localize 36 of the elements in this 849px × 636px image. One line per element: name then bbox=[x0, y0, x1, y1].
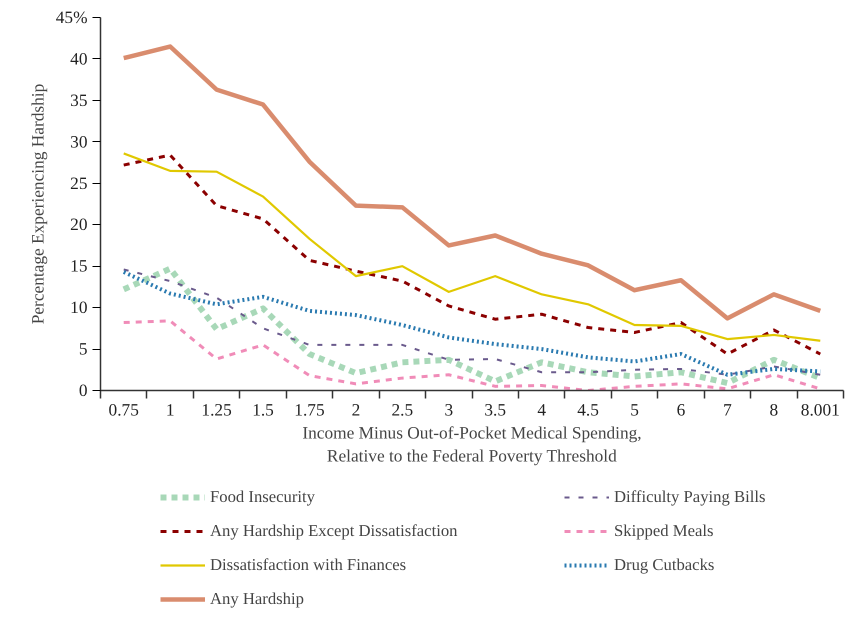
y-tick-label: 0 bbox=[78, 381, 88, 400]
x-tick-label: 8.001 bbox=[800, 400, 840, 420]
x-tick-label: 2.5 bbox=[392, 400, 414, 420]
legend-label: Difficulty Paying Bills bbox=[614, 486, 766, 508]
y-tick-label: 25 bbox=[70, 174, 88, 193]
x-tick-label: 4 bbox=[537, 400, 546, 420]
x-tick-label: 0.75 bbox=[108, 400, 139, 420]
legend-label: Any Hardship bbox=[210, 588, 305, 610]
y-tick-label: 35 bbox=[70, 90, 88, 110]
legend-label: Skipped Meals bbox=[614, 520, 714, 542]
x-tick-label: 8 bbox=[770, 400, 778, 420]
legend-label: Food Insecurity bbox=[210, 486, 316, 508]
x-axis-title: Income Minus Out-of-Pocket Medical Spending, Relative to the Federal Poverty Threshold bbox=[302, 424, 642, 466]
x-tick-label: 6 bbox=[676, 400, 686, 420]
x-tick-label: 3.5 bbox=[484, 400, 506, 420]
x-tick-label: 1 bbox=[166, 400, 174, 420]
y-tick-label: 15 bbox=[70, 256, 88, 276]
line-series bbox=[121, 44, 823, 321]
x-tick-label: 3 bbox=[444, 400, 454, 420]
y-tick-label: 10 bbox=[70, 298, 88, 318]
y-tick-label: 40 bbox=[70, 49, 88, 68]
y-tick-label: 45% bbox=[56, 8, 88, 27]
x-tick-label: 1.25 bbox=[201, 400, 232, 420]
x-tick-label: 5 bbox=[630, 400, 639, 420]
x-tick-label: 7 bbox=[723, 400, 732, 420]
y-tick-label: 5 bbox=[78, 340, 88, 359]
legend-label: Any Hardship Except Dissatisfaction bbox=[210, 520, 458, 542]
x-tick-label: 1.75 bbox=[294, 400, 325, 420]
y-axis-title: Percentage Experiencing Hardship bbox=[28, 84, 48, 324]
y-tick-label: 30 bbox=[70, 132, 88, 152]
x-tick-label: 4.5 bbox=[577, 400, 599, 420]
legend-label: Drug Cutbacks bbox=[614, 554, 716, 576]
y-tick-label: 20 bbox=[70, 215, 88, 234]
legend-label: Dissatisfaction with Finances bbox=[210, 554, 408, 576]
x-tick-label: 1.5 bbox=[252, 400, 274, 420]
x-tick-label: 2 bbox=[352, 400, 360, 420]
